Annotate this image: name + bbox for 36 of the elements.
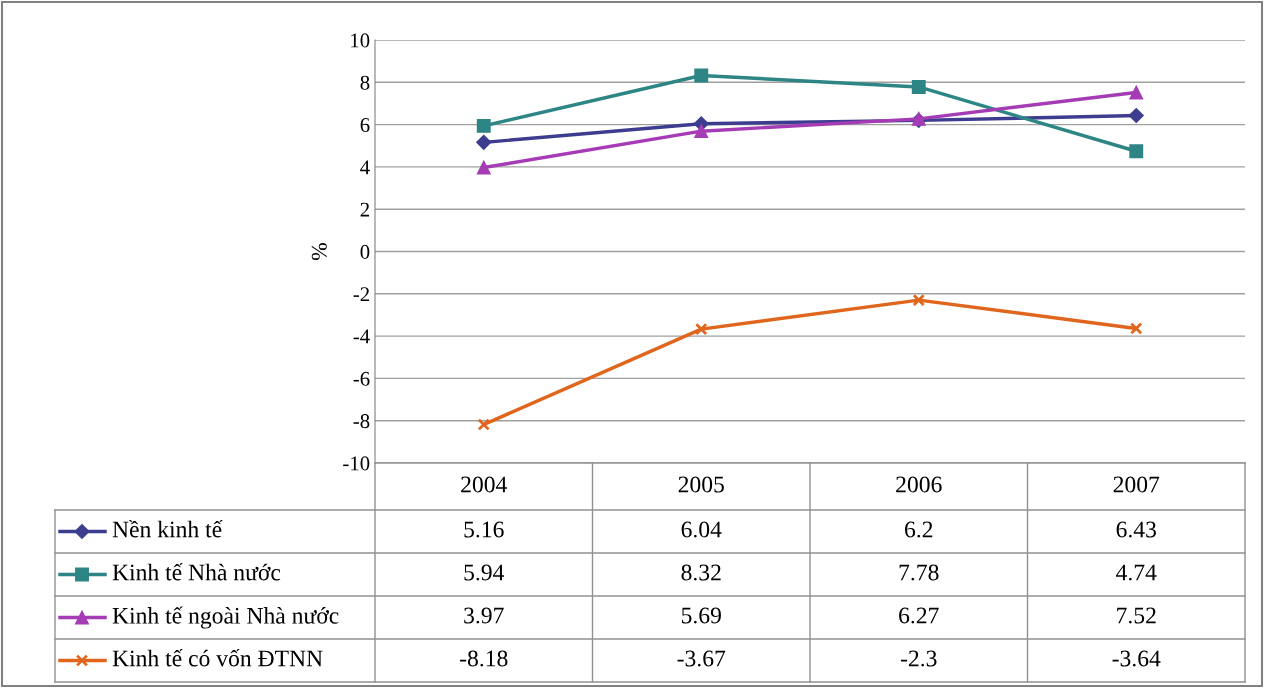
data-label: 7.52 <box>1117 607 1156 624</box>
y-tick-label: -4 <box>353 329 370 344</box>
data-label: 8.32 <box>681 564 721 581</box>
legend-label: Kinh tế có vốn ĐTNN <box>112 649 323 667</box>
data-label: 4.74 <box>1116 564 1157 581</box>
y-tick-label: -2 <box>353 287 369 302</box>
data-label: 6.27 <box>899 607 939 624</box>
data-label: 5.16 <box>464 521 504 538</box>
data-label: -8.18 <box>460 650 508 667</box>
y-tick-label: -10 <box>343 456 370 471</box>
y-tick-label: -8 <box>353 414 370 429</box>
legend-label: Kinh tế Nhà nước <box>112 563 281 581</box>
data-label: 6.2 <box>905 521 933 538</box>
legend-label: Kinh tế ngoài Nhà nước <box>112 606 339 629</box>
y-tick-label: 6 <box>360 118 370 133</box>
data-label: 7.78 <box>899 564 939 581</box>
x-tick-label: 2006 <box>896 476 942 493</box>
y-tick-label: -6 <box>353 371 370 386</box>
data-label: 5.69 <box>681 607 721 624</box>
data-label: -2.3 <box>900 650 937 667</box>
y-axis-title: % <box>311 243 327 260</box>
data-label: 5.94 <box>464 564 505 581</box>
x-tick-label: 2005 <box>678 476 724 493</box>
data-label: 6.04 <box>681 521 722 538</box>
data-label: 3.97 <box>464 607 504 624</box>
legend-label: Nền kinh tế <box>112 520 223 538</box>
y-tick-label: 8 <box>360 75 370 90</box>
data-label: 6.43 <box>1116 521 1156 538</box>
y-tick-label: 0 <box>360 244 370 259</box>
x-tick-label: 2007 <box>1113 476 1160 493</box>
data-label: -3.64 <box>1112 650 1161 667</box>
y-tick-label: 10 <box>351 33 370 48</box>
data-label: -3.67 <box>677 650 726 667</box>
y-tick-label: 4 <box>360 160 370 175</box>
x-tick-label: 2004 <box>461 476 507 493</box>
y-tick-label: 2 <box>360 202 369 217</box>
